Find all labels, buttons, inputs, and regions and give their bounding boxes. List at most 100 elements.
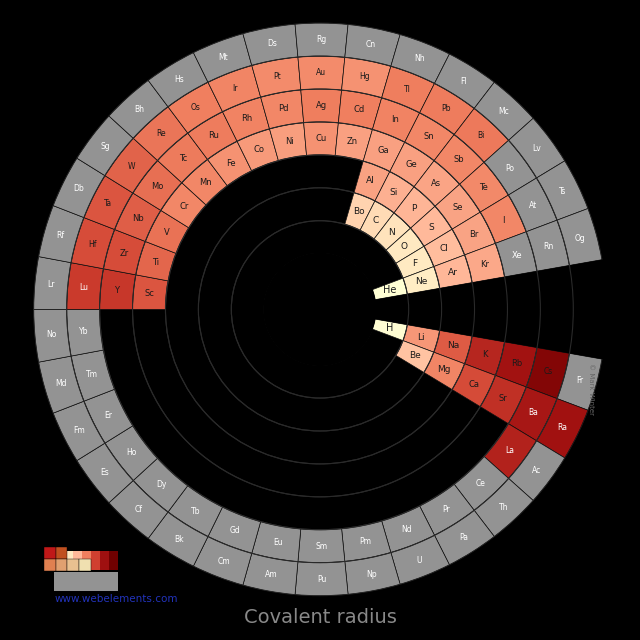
Wedge shape <box>133 107 188 161</box>
Wedge shape <box>390 142 434 187</box>
Text: V: V <box>164 228 170 237</box>
Wedge shape <box>372 98 420 142</box>
Text: Fl: Fl <box>460 77 467 86</box>
Wedge shape <box>38 356 84 413</box>
Wedge shape <box>161 183 206 228</box>
Text: Cs: Cs <box>544 367 553 376</box>
Bar <box>79 559 91 571</box>
Wedge shape <box>133 161 182 211</box>
Wedge shape <box>188 112 237 159</box>
Wedge shape <box>460 163 508 212</box>
Text: Bk: Bk <box>174 535 184 544</box>
Wedge shape <box>260 90 303 129</box>
Bar <box>56 547 67 559</box>
Text: Al: Al <box>366 177 375 186</box>
Text: S: S <box>428 223 434 232</box>
Wedge shape <box>465 336 504 376</box>
Text: Nb: Nb <box>132 214 143 223</box>
Text: Og: Og <box>575 234 586 243</box>
Text: Hs: Hs <box>174 75 184 84</box>
Wedge shape <box>335 123 372 161</box>
Wedge shape <box>84 389 133 443</box>
Wedge shape <box>484 424 536 479</box>
Wedge shape <box>404 113 454 161</box>
Text: Be: Be <box>409 351 420 360</box>
Circle shape <box>264 253 376 365</box>
Wedge shape <box>360 201 394 239</box>
Wedge shape <box>424 229 465 266</box>
Text: Fr: Fr <box>577 376 584 385</box>
Bar <box>44 547 56 559</box>
Wedge shape <box>391 35 449 83</box>
Bar <box>56 559 67 571</box>
Wedge shape <box>374 213 410 250</box>
Wedge shape <box>104 230 145 275</box>
Text: Hg: Hg <box>360 72 371 81</box>
Wedge shape <box>208 507 260 554</box>
Text: Tm: Tm <box>86 370 99 379</box>
Wedge shape <box>136 241 176 281</box>
Wedge shape <box>243 24 298 65</box>
Wedge shape <box>381 66 435 113</box>
Wedge shape <box>342 521 391 561</box>
Text: Lu: Lu <box>80 283 89 292</box>
Text: No: No <box>46 330 56 339</box>
Bar <box>109 551 118 570</box>
Wedge shape <box>410 206 452 246</box>
Bar <box>54 551 63 570</box>
Wedge shape <box>77 443 133 503</box>
Wedge shape <box>339 90 381 129</box>
Text: Pa: Pa <box>459 533 468 542</box>
Text: Bi: Bi <box>477 131 484 140</box>
Wedge shape <box>434 330 472 364</box>
Text: Sm: Sm <box>316 541 327 550</box>
Text: Pr: Pr <box>442 506 450 515</box>
Wedge shape <box>420 83 474 134</box>
Text: Dy: Dy <box>156 481 166 490</box>
Text: Ti: Ti <box>152 258 159 267</box>
Text: Yb: Yb <box>79 327 89 336</box>
Text: Ac: Ac <box>532 465 541 475</box>
Wedge shape <box>148 52 208 107</box>
Text: Lv: Lv <box>532 144 541 153</box>
Wedge shape <box>71 218 115 269</box>
Wedge shape <box>237 129 278 171</box>
Text: Br: Br <box>469 230 479 239</box>
Text: Mn: Mn <box>199 178 211 187</box>
Text: Pm: Pm <box>359 538 371 547</box>
Wedge shape <box>396 340 434 372</box>
Wedge shape <box>509 441 564 500</box>
Wedge shape <box>295 23 348 58</box>
Text: www.webelements.com: www.webelements.com <box>54 594 178 604</box>
Wedge shape <box>168 82 223 133</box>
Text: Y: Y <box>115 286 120 295</box>
Wedge shape <box>465 243 504 282</box>
Text: Er: Er <box>104 411 112 420</box>
Text: Hf: Hf <box>88 240 97 249</box>
Text: Te: Te <box>479 184 488 193</box>
Text: Cn: Cn <box>366 40 376 49</box>
Text: Es: Es <box>100 468 109 477</box>
Text: Am: Am <box>266 570 278 579</box>
Wedge shape <box>105 426 157 481</box>
Wedge shape <box>148 512 208 566</box>
Text: Ca: Ca <box>468 380 479 388</box>
Text: Ga: Ga <box>377 146 388 155</box>
Wedge shape <box>38 205 84 262</box>
Wedge shape <box>298 529 345 563</box>
Text: Si: Si <box>389 188 397 197</box>
Text: Ne: Ne <box>415 277 428 286</box>
Wedge shape <box>208 65 260 112</box>
Wedge shape <box>557 353 602 410</box>
Wedge shape <box>526 348 570 399</box>
Wedge shape <box>345 193 375 230</box>
Text: Ba: Ba <box>528 408 538 417</box>
Wedge shape <box>435 510 494 564</box>
Text: Cr: Cr <box>179 202 188 211</box>
Text: Rh: Rh <box>241 115 253 124</box>
Text: Xe: Xe <box>511 251 522 260</box>
Wedge shape <box>480 195 526 243</box>
Text: H: H <box>386 323 394 333</box>
Text: P: P <box>411 204 417 212</box>
Text: Bo: Bo <box>353 207 364 216</box>
